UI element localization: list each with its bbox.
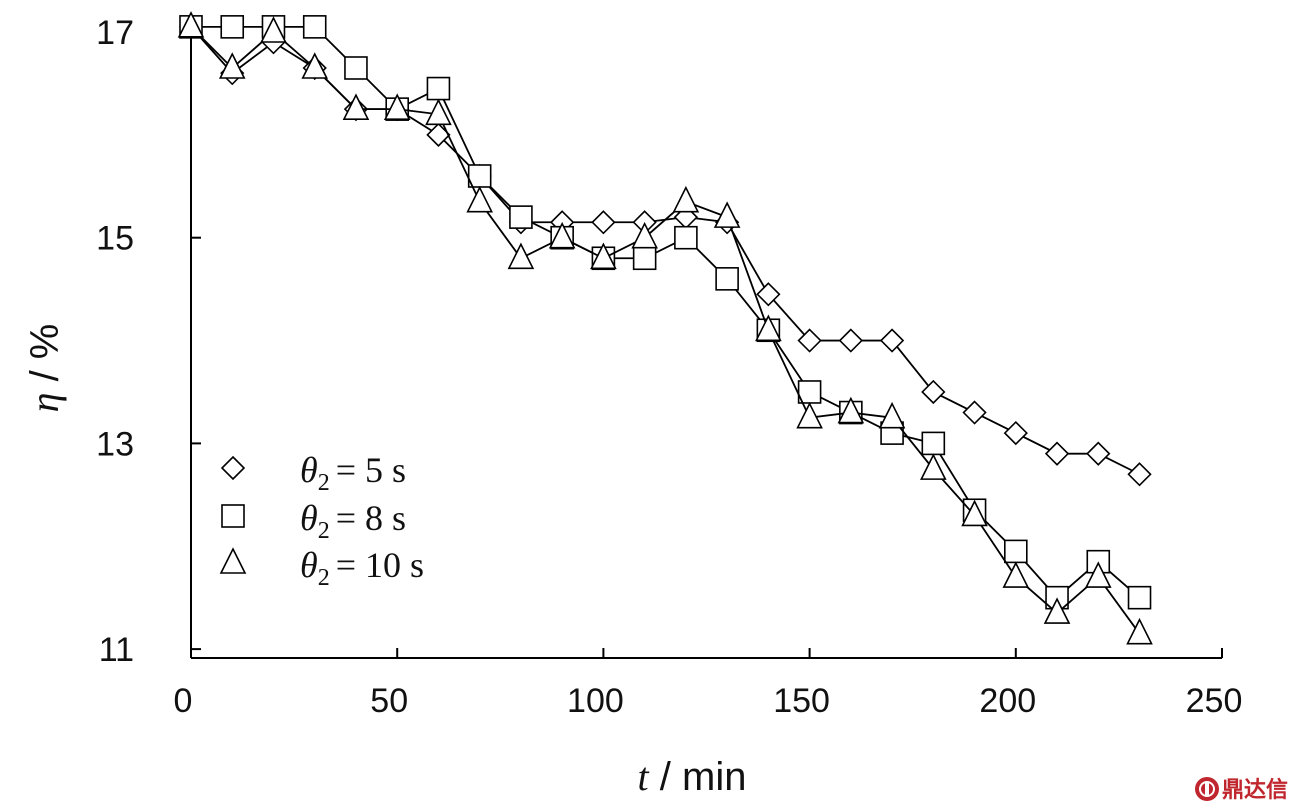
data-point-square [426, 76, 451, 101]
data-point-triangle [755, 314, 782, 342]
data-point-triangle [383, 93, 411, 120]
data-point-diamond [1086, 441, 1111, 466]
legend: θ2 = 5 sθ2 = 8 sθ2 = 10 s [219, 450, 424, 591]
series-layer [177, 11, 1153, 645]
legend-marker-diamond [220, 455, 246, 481]
data-point-square [1127, 585, 1152, 610]
y-tick-label: 15 [96, 220, 134, 258]
data-point-square [715, 267, 739, 291]
series-line-triangle [190, 26, 1141, 635]
axes: 0 50 100 150 200 250 11 13 15 17 [96, 14, 1242, 720]
data-point-square [921, 431, 946, 456]
data-point-diamond [838, 328, 863, 353]
data-point-diamond [1003, 420, 1028, 446]
data-point-square [509, 205, 533, 229]
x-tick-label: 200 [979, 682, 1036, 720]
data-point-diamond [591, 210, 616, 235]
data-point-triangle [961, 499, 988, 527]
data-point-diamond [756, 282, 781, 307]
data-point-diamond [797, 328, 822, 353]
data-point-diamond [962, 400, 987, 425]
series-line-square [191, 25, 1141, 599]
data-point-square [220, 15, 245, 39]
data-point-triangle [837, 396, 865, 424]
legend-label: θ2 = 10 s [300, 545, 424, 591]
data-point-square [632, 246, 657, 271]
data-point-triangle [1126, 617, 1153, 645]
data-point-triangle [260, 16, 287, 43]
x-tick-label: 150 [773, 682, 830, 720]
data-point-square [344, 56, 368, 80]
data-point-triangle [466, 185, 493, 213]
legend-label: θ2 = 5 s [300, 450, 406, 496]
data-point-triangle [590, 242, 617, 270]
data-point-triangle [631, 221, 658, 249]
legend-subscript: 2 [318, 470, 330, 496]
data-point-triangle [507, 242, 535, 270]
data-point-triangle [672, 185, 700, 213]
seal-icon [1195, 777, 1219, 801]
y-axis-title: η / % [22, 324, 67, 413]
y-axis-unit: / % [23, 324, 67, 393]
legend-value: = 10 s [336, 545, 424, 585]
data-point-triangle [177, 11, 205, 38]
data-point-triangle [342, 93, 370, 120]
series-line-diamond [190, 26, 1140, 476]
legend-label: θ2 = 8 s [300, 498, 406, 544]
data-point-triangle [218, 52, 246, 79]
x-axis-title: t / min [638, 754, 747, 799]
legend-variable: θ [300, 545, 318, 585]
x-tick-label: 0 [174, 682, 193, 720]
legend-subscript: 2 [318, 565, 330, 591]
x-tick-label: 250 [1186, 682, 1243, 720]
legend-marker-square [221, 504, 245, 528]
data-point-triangle [796, 401, 823, 429]
watermark-text: 鼎达信 [1222, 777, 1288, 803]
series-triangle [177, 11, 1153, 645]
data-point-triangle [425, 98, 452, 126]
legend-value: = 8 s [336, 498, 406, 538]
data-point-square [302, 15, 327, 39]
data-point-triangle [920, 453, 947, 480]
legend-subscript: 2 [318, 518, 330, 544]
y-tick-label: 11 [99, 631, 134, 669]
data-point-square [1003, 539, 1028, 564]
y-axis-variable: η [22, 393, 67, 413]
y-tick-label: 17 [96, 14, 134, 52]
watermark: 鼎达信 [1195, 777, 1288, 803]
data-point-square [674, 225, 698, 250]
data-point-triangle [301, 52, 329, 79]
legend-marker-triangle [219, 547, 247, 574]
data-point-diamond [879, 328, 905, 353]
x-axis-variable: t [638, 754, 650, 799]
data-point-diamond [1044, 441, 1070, 466]
data-point-triangle [713, 201, 741, 228]
data-point-triangle [1043, 597, 1071, 624]
data-point-triangle [548, 221, 576, 249]
series-diamond [178, 14, 1152, 487]
data-point-triangle [1084, 561, 1112, 588]
legend-variable: θ [300, 498, 318, 538]
data-point-diamond [921, 379, 946, 405]
y-tick-label: 13 [96, 425, 134, 463]
data-point-triangle [878, 401, 906, 429]
data-point-triangle [1002, 561, 1030, 588]
legend-value: = 5 s [336, 450, 406, 490]
x-axis-unit: / min [649, 755, 747, 799]
legend-variable: θ [300, 450, 318, 490]
x-tick-label: 100 [567, 682, 624, 720]
x-tick-label: 50 [370, 682, 408, 720]
data-point-diamond [1127, 462, 1152, 487]
